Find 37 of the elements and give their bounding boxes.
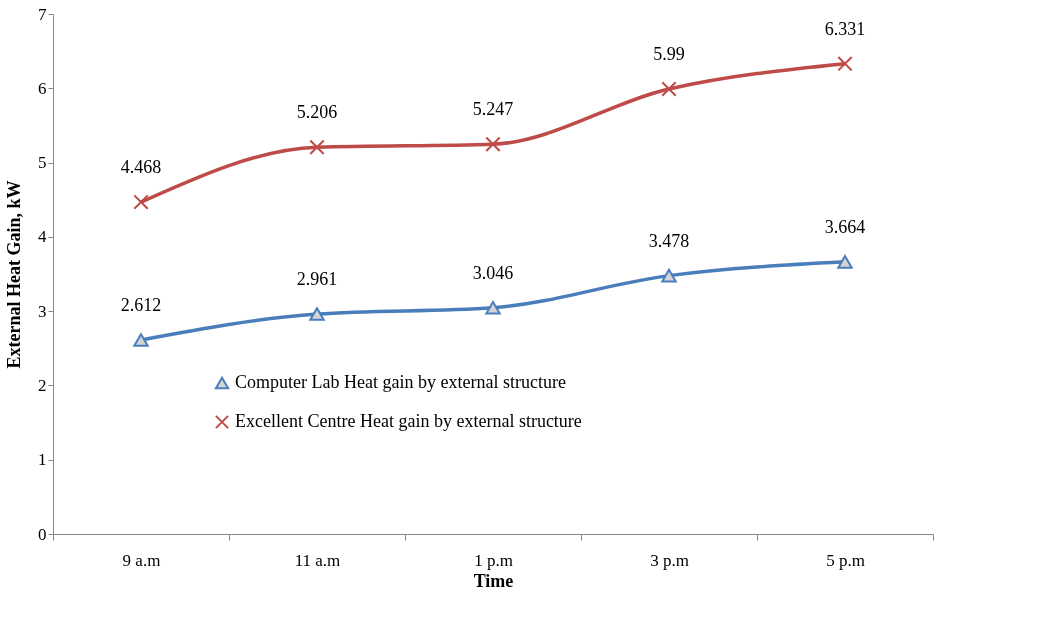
point — [309, 307, 325, 321]
data-label: 2.612 — [120, 294, 162, 315]
y-tick-label: 6 — [38, 78, 47, 98]
point — [133, 194, 149, 210]
legend-label: Excellent Centre Heat gain by external structure — [235, 411, 582, 431]
data-label: 3.046 — [472, 262, 514, 283]
x-axis-title: Time — [473, 570, 514, 591]
data-label: 2.961 — [296, 269, 338, 290]
x-tick-label: 3 p.m — [650, 550, 689, 570]
point — [661, 81, 677, 97]
y-tick-label: 3 — [38, 301, 47, 321]
y-tick-label: 0 — [38, 524, 47, 544]
point — [485, 136, 501, 152]
y-tick-label: 4 — [38, 227, 47, 247]
y-axis-title: External Heat Gain, kW — [4, 180, 24, 369]
x-tick-label: 1 p.m — [474, 550, 513, 570]
data-label: 6.331 — [824, 18, 866, 39]
point — [837, 255, 853, 269]
point — [485, 300, 501, 315]
y-tick-label: 5 — [38, 153, 47, 173]
point — [133, 333, 149, 347]
y-tick-label: 1 — [38, 450, 47, 470]
data-label: 5.206 — [296, 102, 338, 123]
x-tick-label: 11 a.m — [294, 550, 341, 570]
x-tick-label: 9 a.m — [122, 550, 161, 570]
point — [309, 139, 325, 155]
data-label: 5.99 — [653, 44, 685, 65]
data-label: 3.664 — [824, 216, 866, 237]
y-tick-label: 2 — [38, 375, 47, 395]
y-tick-label: 7 — [38, 4, 47, 24]
data-label: 3.478 — [648, 230, 690, 251]
data-label: 5.247 — [472, 99, 514, 120]
x-tick-label: 5 p.m — [826, 550, 865, 570]
legend-label: Computer Lab Heat gain by external structure — [235, 372, 566, 392]
point — [837, 55, 853, 72]
data-label: 4.468 — [120, 157, 162, 178]
point — [661, 268, 677, 283]
